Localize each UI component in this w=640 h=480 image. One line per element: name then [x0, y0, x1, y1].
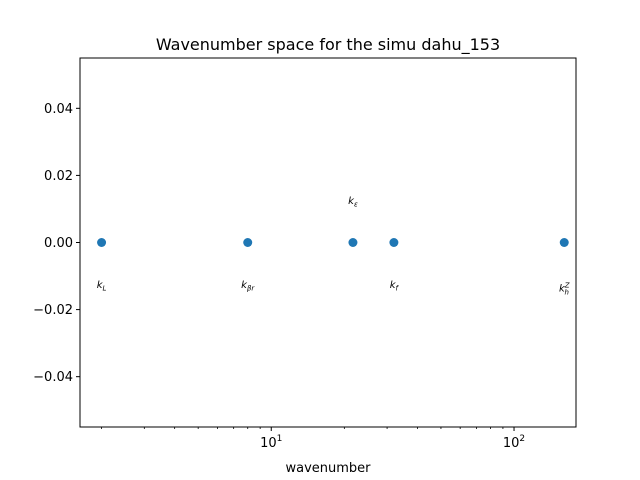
- point-label: kL: [97, 280, 107, 293]
- y-tick-label: −0.02: [33, 303, 73, 318]
- y-tick-label: 0.02: [44, 169, 73, 184]
- chart-title: Wavenumber space for the simu dahu_153: [156, 35, 500, 55]
- point-label: kZ h: [559, 281, 570, 296]
- plot-frame: [79, 57, 577, 428]
- point-label: kε: [348, 196, 358, 209]
- x-tick-label: 101: [260, 434, 282, 451]
- point-label: kβr: [241, 280, 255, 293]
- data-point: [389, 238, 399, 247]
- point-label: kf: [390, 280, 400, 293]
- y-tick-label: −0.04: [33, 370, 73, 385]
- data-point: [97, 238, 107, 247]
- y-tick-label: 0.00: [44, 236, 73, 251]
- x-axis-label: wavenumber: [285, 461, 371, 476]
- data-point: [348, 238, 358, 247]
- x-tick-label: 102: [503, 434, 525, 451]
- data-point: [559, 238, 569, 247]
- y-tick-label: 0.04: [44, 102, 73, 117]
- data-point: [243, 238, 253, 247]
- plot-area: 0.04 0.02 0.00 −0.02 −0.04 101 102 kL kβr kε kf kZ h: [33, 102, 570, 451]
